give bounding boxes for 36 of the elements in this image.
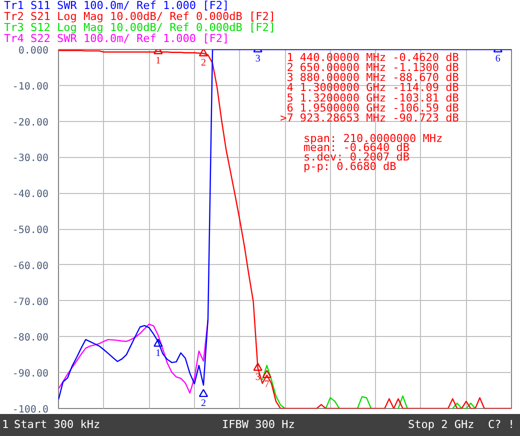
series-label: 2 (200, 57, 206, 68)
annotation: 1 440.00000 MHz -0.4620 dB (286, 50, 460, 64)
point (253, 362, 262, 371)
y-tick-label: -50.00 (12, 225, 48, 236)
series-label: 7 (264, 379, 270, 390)
text: Stop 2 GHz (408, 417, 474, 433)
text: C? (488, 417, 502, 433)
text: Tr4 S22 SWR 100.0m/ Ref 1.000 [F2] (4, 32, 230, 45)
series-label: 1 (156, 348, 161, 359)
annotation: p-p: 0.6680 dB (304, 160, 397, 174)
text: Tr1 S11 SWR 100.0m/ Ref 1.000 [F2] (4, 0, 230, 12)
point (198, 388, 208, 398)
y-tick-label: -10.00 (12, 81, 48, 92)
text: IFBW 300 Hz (222, 417, 295, 433)
text: Tr2 S21 Log Mag 10.00dB/ Ref 0.000dB [F2] (4, 10, 276, 23)
y-tick-label: -40.00 (12, 189, 48, 200)
text: 1 (2, 417, 9, 433)
series-label: 2 (200, 398, 206, 410)
y-tick-label: -100.0 (12, 404, 48, 416)
y-tick-label: -70.00 (12, 296, 48, 308)
point (198, 50, 208, 56)
y-tick-label: -60.00 (12, 260, 48, 272)
y-tick-label: 0.000 (18, 46, 49, 56)
point (154, 338, 163, 347)
point (262, 370, 272, 378)
text: Start 300 kHz (14, 417, 100, 433)
series-label: 1 (156, 55, 161, 66)
y-tick-label: -80.00 (12, 332, 48, 344)
series-label: 3 (255, 372, 260, 383)
y-tick-label: -20.00 (12, 117, 48, 128)
y-tick-label: -30.00 (12, 153, 48, 164)
series-label: 6 (495, 54, 500, 64)
y-tick-label: -90.00 (12, 368, 48, 380)
series-label: 3 (255, 54, 260, 64)
text: Tr3 S12 Log Mag 10.00dB/ Ref 0.000dB [F2] (4, 21, 276, 34)
text: ! (508, 417, 515, 433)
